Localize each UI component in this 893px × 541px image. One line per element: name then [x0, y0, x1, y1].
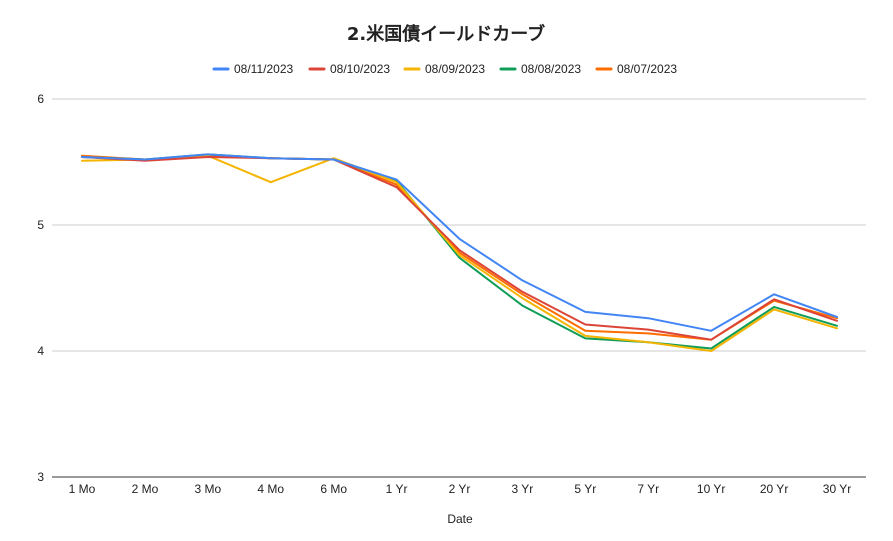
- series-line-08-11-2023: [81, 153, 838, 332]
- x-tick-label: 2 Mo: [132, 482, 159, 496]
- series-line-08-10-2023: [81, 156, 838, 341]
- x-tick-label: 6 Mo: [320, 482, 347, 496]
- legend-entry-label: 08/07/2023: [617, 62, 677, 76]
- chart-title: 2.米国債イールドカーブ: [347, 23, 545, 45]
- x-tick-label: 10 Yr: [697, 482, 725, 496]
- x-tick-label: 2 Yr: [449, 482, 471, 496]
- x-axis-label: Date: [447, 512, 473, 526]
- series-lines: [81, 153, 838, 352]
- chart-legend: 08/11/2023 08/10/2023 08/09/2023 08/08/2023…: [212, 62, 677, 76]
- x-tick-label: 7 Yr: [637, 482, 659, 496]
- legend-entry-label: 08/08/2023: [521, 62, 581, 76]
- y-tick-label: 5: [37, 218, 44, 232]
- legend-entry-label: 08/11/2023: [234, 62, 293, 76]
- y-axis-ticks: 3 4 5 6: [37, 92, 44, 484]
- y-tick-label: 4: [37, 344, 44, 358]
- legend-entry-label: 08/10/2023: [330, 62, 390, 76]
- series-line-08-09-2023: [81, 154, 838, 352]
- x-tick-label: 3 Mo: [194, 482, 221, 496]
- x-axis-ticks: 1 Mo 2 Mo 3 Mo 4 Mo 6 Mo 1 Yr 2 Yr 3 Yr 5 Yr 7 Yr…: [69, 482, 852, 496]
- x-tick-label: 5 Yr: [574, 482, 596, 496]
- series-line-08-07-2023: [81, 154, 838, 341]
- y-gridlines: [52, 98, 866, 478]
- legend-entry-label: 08/09/2023: [425, 62, 485, 76]
- x-tick-label: 1 Mo: [69, 482, 96, 496]
- x-tick-label: 30 Yr: [823, 482, 851, 496]
- x-tick-label: 20 Yr: [760, 482, 788, 496]
- x-tick-label: 1 Yr: [386, 482, 408, 496]
- y-tick-label: 6: [37, 92, 44, 106]
- x-tick-label: 3 Yr: [512, 482, 534, 496]
- y-tick-label: 3: [37, 470, 44, 484]
- x-tick-label: 4 Mo: [257, 482, 284, 496]
